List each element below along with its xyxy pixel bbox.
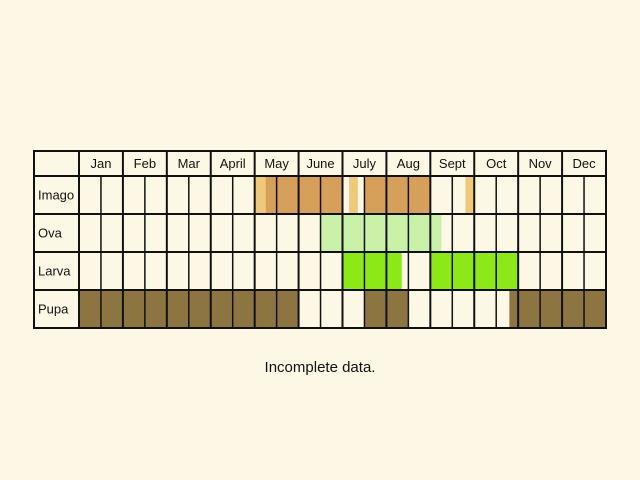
month-label: Aug <box>397 156 420 171</box>
calendar-border <box>33 150 607 329</box>
segment-ova <box>320 214 442 252</box>
stage-label: Imago <box>38 188 74 203</box>
segment-larva <box>342 252 402 290</box>
month-label: Sept <box>439 156 466 171</box>
month-label: April <box>220 156 246 171</box>
month-label: July <box>353 156 377 171</box>
month-label: Oct <box>486 156 507 171</box>
month-label: Jan <box>90 156 111 171</box>
segment-imago <box>254 176 266 214</box>
stage-label: Pupa <box>38 302 69 317</box>
segment-imago <box>465 176 475 214</box>
segment-pupa <box>509 290 606 328</box>
month-label: Mar <box>178 156 201 171</box>
stage-label: Ova <box>38 226 63 241</box>
stage-label: Larva <box>38 264 71 279</box>
month-label: Dec <box>572 156 596 171</box>
month-label: Nov <box>529 156 553 171</box>
caption: Incomplete data. <box>264 359 376 376</box>
month-label: May <box>264 156 289 171</box>
month-label: Feb <box>134 156 156 171</box>
segment-imago <box>364 176 431 214</box>
segment-imago <box>349 176 358 214</box>
segment-imago <box>265 176 343 214</box>
month-label: June <box>306 156 334 171</box>
